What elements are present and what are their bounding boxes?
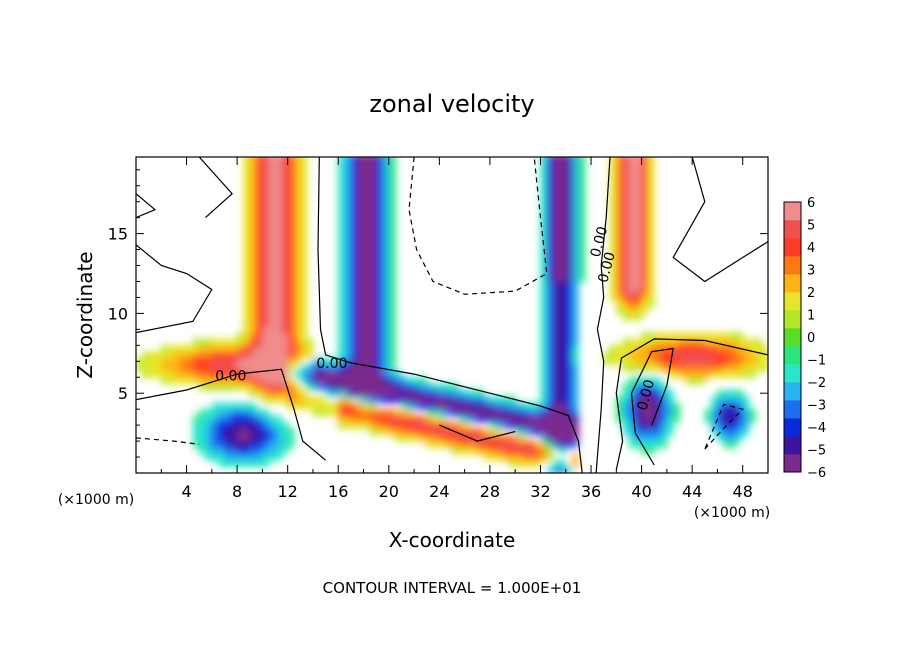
colorbar-swatch xyxy=(784,202,801,221)
contour-label: 0.00 xyxy=(316,356,347,372)
x-tick-label: 48 xyxy=(733,482,753,501)
velocity-field xyxy=(136,157,768,473)
colorbar-tick-label: −6 xyxy=(807,466,826,481)
contour-lines: 0.000.000.000.000.00 xyxy=(136,157,768,473)
colorbar-frame xyxy=(783,201,802,473)
x-tick-label: 40 xyxy=(631,482,651,501)
colorbar-swatch xyxy=(784,418,801,437)
y-tick-label: 5 xyxy=(118,384,128,403)
x-tick-label: 4 xyxy=(181,482,191,501)
x-tick-label: 44 xyxy=(682,482,702,501)
contour-label: 0.00 xyxy=(635,378,659,412)
colorbar-swatch xyxy=(784,454,801,473)
colorbar-swatch xyxy=(784,382,801,401)
plot-frame xyxy=(135,156,769,474)
x-tick-label: 28 xyxy=(480,482,500,501)
colorbar-tick-label: 0 xyxy=(807,331,815,346)
colorbar-tick-label: 6 xyxy=(807,196,815,211)
colorbar-tick-label: −4 xyxy=(807,421,826,436)
colorbar-tick-label: 2 xyxy=(807,286,815,301)
y-axis-label: Z-coordinate xyxy=(73,251,97,378)
colorbar-tick-label: −5 xyxy=(807,444,826,459)
contour-label: 0.00 xyxy=(215,369,246,385)
z-unit-label: (×1000 m) xyxy=(58,492,134,508)
contour-label: 0.00 xyxy=(588,225,612,259)
x-tick-label: 20 xyxy=(379,482,399,501)
contour-label: 0.00 xyxy=(595,250,619,284)
x-tick-label: 32 xyxy=(530,482,550,501)
colorbar-swatch xyxy=(784,346,801,365)
colorbar-swatch xyxy=(784,256,801,275)
x-tick-label: 12 xyxy=(278,482,298,501)
x-tick-label: 8 xyxy=(232,482,242,501)
colorbar-tick-label: 1 xyxy=(807,309,815,324)
colorbar-swatch xyxy=(784,220,801,239)
chart-title: zonal velocity xyxy=(369,90,534,118)
colorbar-swatch xyxy=(784,310,801,329)
colorbar-swatch xyxy=(784,238,801,257)
x-tick-label: 24 xyxy=(429,482,449,501)
colorbar-swatch xyxy=(784,292,801,311)
x-unit-label: (×1000 m) xyxy=(694,505,770,521)
x-tick-label: 16 xyxy=(328,482,348,501)
colorbar-tick-label: 5 xyxy=(807,219,815,234)
colorbar-tick-label: −3 xyxy=(807,399,826,414)
colorbar-swatch xyxy=(784,364,801,383)
colorbar-tick-label: −2 xyxy=(807,376,826,391)
x-axis-ticks: 4 8 12 16 20 24 28 32 36 40 44 48 xyxy=(160,157,753,501)
contour-interval-note: CONTOUR INTERVAL = 1.000E+01 xyxy=(323,579,582,597)
colorbar-swatch xyxy=(784,400,801,419)
y-tick-label: 15 xyxy=(108,225,128,244)
colorbar-tick-label: 4 xyxy=(807,241,815,256)
x-tick-label: 36 xyxy=(581,482,601,501)
colorbar-tick-label: −1 xyxy=(807,354,826,369)
colorbar-tick-label: 3 xyxy=(807,264,815,279)
y-tick-label: 10 xyxy=(108,304,128,323)
colorbar-swatch xyxy=(784,436,801,455)
y-axis-ticks: 5 10 15 xyxy=(108,169,768,458)
colorbar-swatch xyxy=(784,328,801,347)
colorbar: 6 5 4 3 2 1 0 −1 −2 −3 −4 −5 −6 xyxy=(783,196,826,481)
colorbar-swatch xyxy=(784,274,801,293)
x-axis-label: X-coordinate xyxy=(389,528,516,552)
